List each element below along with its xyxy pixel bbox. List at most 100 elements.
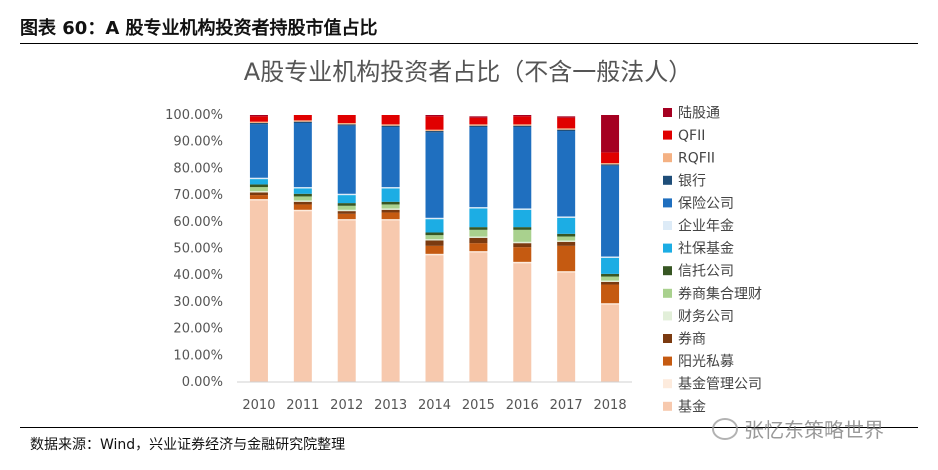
bar-segment bbox=[337, 195, 356, 204]
bar-segment bbox=[381, 125, 400, 128]
legend-swatch bbox=[663, 221, 672, 230]
legend-label: QFII bbox=[678, 128, 705, 144]
bar-segment bbox=[293, 201, 312, 205]
legend-swatch bbox=[663, 198, 672, 208]
bar-segment bbox=[513, 263, 532, 382]
legend-swatch bbox=[663, 153, 672, 163]
bar-segment bbox=[381, 220, 400, 382]
x-tick-label: 2010 bbox=[242, 398, 275, 413]
x-tick-label: 2017 bbox=[550, 398, 583, 413]
bar-segment bbox=[337, 115, 356, 124]
y-tick-label: 80.00% bbox=[173, 161, 223, 176]
bar-segment bbox=[601, 281, 620, 285]
bar-segment bbox=[557, 240, 576, 242]
y-tick-label: 60.00% bbox=[173, 215, 223, 230]
bar-segment bbox=[425, 116, 444, 130]
legend-swatch bbox=[663, 356, 672, 366]
y-tick-label: 0.00% bbox=[182, 375, 223, 390]
bar-segment bbox=[601, 257, 620, 274]
bar-segment bbox=[293, 204, 312, 210]
x-tick-label: 2015 bbox=[462, 398, 495, 413]
bar-segment bbox=[249, 195, 268, 200]
bar-segment bbox=[381, 219, 400, 221]
bar-segment bbox=[513, 229, 532, 242]
bar-segment bbox=[249, 124, 268, 178]
y-tick-label: 20.00% bbox=[173, 322, 223, 337]
bar-segment bbox=[337, 205, 356, 210]
bar-segment bbox=[293, 209, 312, 212]
top-rule bbox=[20, 43, 918, 44]
bar-segment bbox=[381, 204, 400, 209]
bar-segment bbox=[337, 213, 356, 220]
bar-segment bbox=[557, 128, 576, 130]
bar-segment bbox=[513, 243, 532, 248]
bar-segment bbox=[469, 227, 488, 230]
y-tick-label: 70.00% bbox=[173, 188, 223, 203]
bar-segment bbox=[381, 212, 400, 220]
bar-segment bbox=[293, 200, 312, 202]
legend-label: 基金管理公司 bbox=[678, 376, 762, 393]
bar-segment bbox=[469, 127, 488, 208]
source-note: 数据来源：Wind，兴业证券经济与金融研究院整理 bbox=[30, 437, 346, 453]
bar-segment bbox=[469, 243, 488, 252]
bar-segment bbox=[293, 196, 312, 201]
bar-segment bbox=[557, 233, 576, 237]
figure-title: 图表 60：A 股专业机构投资者持股市值占比 bbox=[20, 18, 378, 39]
bar-segment bbox=[337, 125, 356, 194]
bar-segment bbox=[425, 255, 444, 382]
bar-segment bbox=[513, 125, 532, 128]
bar-segment bbox=[469, 117, 488, 125]
legend-swatch bbox=[663, 401, 672, 411]
bar-segment bbox=[425, 240, 444, 246]
bar-segment bbox=[337, 220, 356, 382]
bar-segment bbox=[601, 273, 620, 277]
bar-segment bbox=[381, 201, 400, 205]
bar-segment bbox=[557, 236, 576, 241]
bar-segment bbox=[469, 237, 488, 244]
bar-segment bbox=[601, 304, 620, 382]
wechat-icon bbox=[712, 418, 738, 440]
bar-segment bbox=[249, 200, 268, 382]
bar-segment bbox=[469, 116, 488, 118]
legend-label: 保险公司 bbox=[678, 196, 734, 212]
x-tick-label: 2012 bbox=[330, 398, 363, 413]
legend-label: RQFII bbox=[678, 151, 715, 167]
bar-segment bbox=[513, 115, 532, 117]
bar-segment bbox=[601, 164, 620, 166]
bar-segment bbox=[425, 217, 444, 220]
bar-segment bbox=[469, 236, 488, 238]
bar-segment bbox=[513, 209, 532, 228]
bar-segment bbox=[601, 165, 620, 257]
bar-segment bbox=[601, 303, 620, 305]
bar-segment bbox=[249, 115, 268, 117]
y-tick-label: 50.00% bbox=[173, 242, 223, 257]
bar-segment bbox=[557, 216, 576, 218]
bar-segment bbox=[381, 187, 400, 189]
bar-segment bbox=[469, 124, 488, 126]
bar-segment bbox=[337, 203, 356, 206]
bar-segment bbox=[557, 117, 576, 129]
bar-segment bbox=[293, 211, 312, 382]
bar-segment bbox=[513, 261, 532, 264]
bar-segment bbox=[425, 245, 444, 254]
legend-label: 券商 bbox=[678, 332, 706, 348]
bar-segment bbox=[601, 115, 620, 153]
bar-segment bbox=[381, 208, 400, 210]
y-tick-label: 10.00% bbox=[173, 348, 223, 363]
legend-label: 信托公司 bbox=[678, 264, 734, 280]
legend-swatch bbox=[663, 108, 672, 117]
bar-segment bbox=[249, 192, 268, 196]
legend-label: 阳光私募 bbox=[678, 354, 734, 370]
bar-segment bbox=[337, 124, 356, 126]
legend-swatch bbox=[663, 243, 672, 253]
bar-segment bbox=[557, 217, 576, 234]
x-tick-label: 2018 bbox=[594, 398, 627, 413]
x-tick-label: 2016 bbox=[506, 398, 539, 413]
bar-segment bbox=[425, 115, 444, 117]
bar-segment bbox=[513, 124, 532, 126]
bar-segment bbox=[249, 187, 268, 192]
bar-segment bbox=[337, 209, 356, 212]
bar-segment bbox=[249, 191, 268, 193]
bar-segment bbox=[249, 116, 268, 122]
